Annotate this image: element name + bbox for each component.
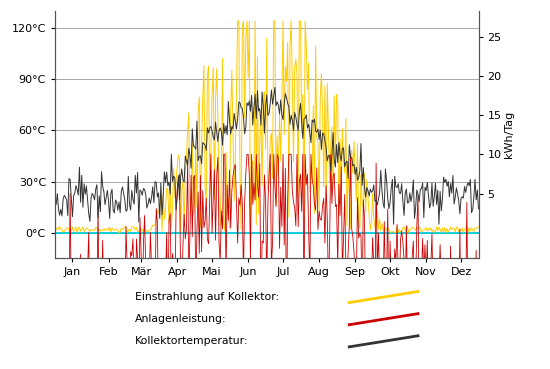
Y-axis label: kWh/Tag: kWh/Tag <box>504 111 514 158</box>
Text: Einstrahlung auf Kollektor:: Einstrahlung auf Kollektor: <box>135 292 279 302</box>
Text: Kollektortemperatur:: Kollektortemperatur: <box>135 336 248 346</box>
Text: Anlagenleistung:: Anlagenleistung: <box>135 314 227 324</box>
